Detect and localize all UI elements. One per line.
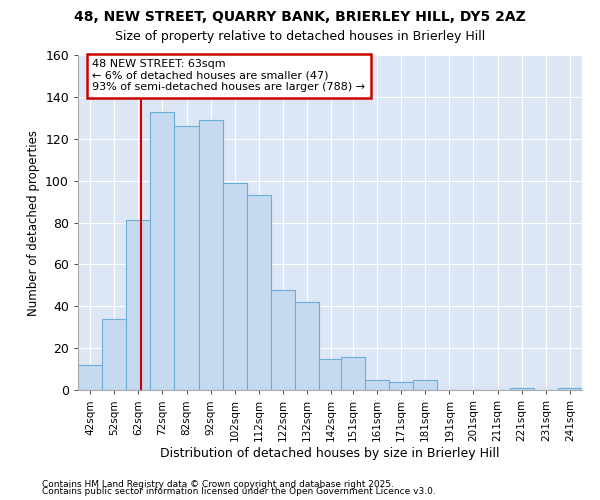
Text: Contains public sector information licensed under the Open Government Licence v3: Contains public sector information licen… <box>42 487 436 496</box>
Text: Size of property relative to detached houses in Brierley Hill: Size of property relative to detached ho… <box>115 30 485 43</box>
Bar <box>247 196 271 390</box>
Bar <box>126 220 151 390</box>
Y-axis label: Number of detached properties: Number of detached properties <box>26 130 40 316</box>
Bar <box>341 356 365 390</box>
X-axis label: Distribution of detached houses by size in Brierley Hill: Distribution of detached houses by size … <box>160 446 500 460</box>
Bar <box>365 380 389 390</box>
Bar <box>509 388 534 390</box>
Bar <box>413 380 437 390</box>
Bar <box>558 388 582 390</box>
Bar <box>295 302 319 390</box>
Bar <box>151 112 175 390</box>
Bar <box>102 319 126 390</box>
Bar <box>389 382 413 390</box>
Bar <box>199 120 223 390</box>
Text: Contains HM Land Registry data © Crown copyright and database right 2025.: Contains HM Land Registry data © Crown c… <box>42 480 394 489</box>
Bar <box>78 365 102 390</box>
Bar <box>271 290 295 390</box>
Text: 48 NEW STREET: 63sqm
← 6% of detached houses are smaller (47)
93% of semi-detach: 48 NEW STREET: 63sqm ← 6% of detached ho… <box>92 59 365 92</box>
Bar <box>223 182 247 390</box>
Bar <box>319 358 343 390</box>
Text: 48, NEW STREET, QUARRY BANK, BRIERLEY HILL, DY5 2AZ: 48, NEW STREET, QUARRY BANK, BRIERLEY HI… <box>74 10 526 24</box>
Bar <box>175 126 199 390</box>
